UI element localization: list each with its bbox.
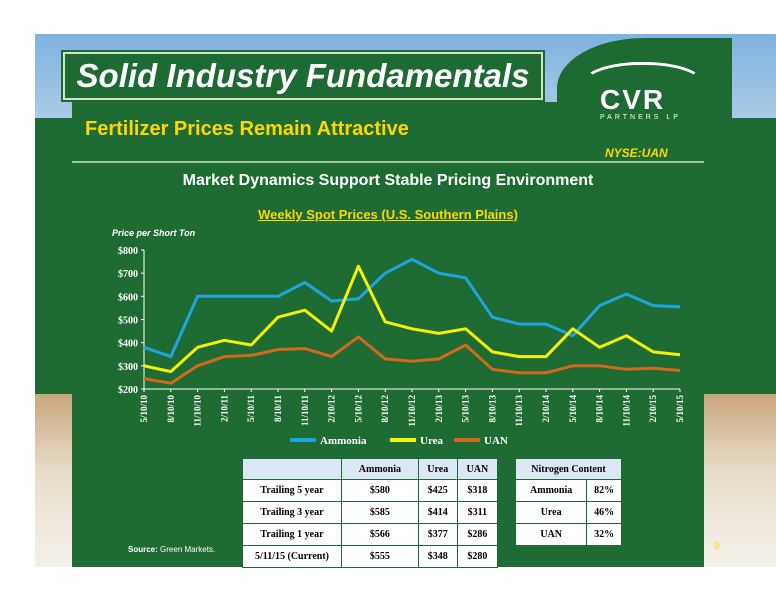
- table-cell: 32%: [586, 523, 622, 546]
- table-cell: 46%: [586, 501, 622, 524]
- table-cell: $555: [341, 545, 419, 568]
- table-cell: $414: [417, 501, 458, 524]
- section-heading: Market Dynamics Support Stable Pricing E…: [182, 172, 594, 189]
- price-table-header-blank: [242, 458, 342, 480]
- series-line-urea: [143, 264, 681, 374]
- x-tick-label: 11/10/12: [407, 395, 417, 427]
- y-tick-label: $800: [118, 246, 138, 257]
- price-table-header-urea: Urea: [417, 458, 458, 480]
- table-row: 5/11/15 (Current) $555 $348 $280: [242, 545, 499, 568]
- row-label: Urea: [514, 501, 588, 524]
- table-row: Trailing 1 year $566 $377 $286: [242, 523, 499, 546]
- x-tick-label: 5/10/15: [675, 395, 685, 423]
- table-row: Trailing 3 year $585 $414 $311: [242, 501, 499, 524]
- x-tick-label: 5/10/13: [461, 395, 471, 423]
- table-cell: $425: [417, 479, 458, 502]
- x-tick-label: 5/10/12: [353, 395, 363, 423]
- logo-arc-icon: [580, 62, 706, 116]
- x-tick-label: 5/10/11: [246, 395, 256, 423]
- legend-label-urea: Urea: [420, 435, 444, 447]
- x-tick-label: 8/10/12: [380, 395, 390, 423]
- y-tick-label: $300: [118, 362, 138, 373]
- x-tick-label: 11/10/14: [621, 395, 631, 427]
- y-tick-label: $700: [118, 269, 138, 280]
- y-tick-label: $200: [118, 385, 138, 396]
- x-tick-label: 5/10/14: [568, 395, 578, 423]
- chart-title: Weekly Spot Prices (U.S. Southern Plains…: [258, 207, 518, 222]
- source-note: Source: Green Markets.: [128, 545, 215, 554]
- series-line-uan: [143, 335, 681, 385]
- x-tick-label: 2/10/14: [541, 395, 551, 423]
- price-chart: $200 $300 $400 $500 $600 $700 $800 5/10/10 8/10/…: [118, 246, 685, 447]
- row-label: Trailing 1 year: [242, 523, 342, 546]
- table-cell: $318: [456, 479, 499, 502]
- x-tick-label: 2/10/11: [219, 395, 229, 423]
- table-cell: $286: [456, 523, 499, 546]
- row-label: 5/11/15 (Current): [242, 545, 342, 568]
- legend-label-ammonia: Ammonia: [320, 435, 367, 447]
- table-row: Ammonia 82%: [514, 479, 622, 502]
- table-row: UAN 32%: [514, 523, 622, 546]
- table-row: Urea 46%: [514, 501, 622, 524]
- table-cell: $311: [456, 501, 499, 524]
- nitrogen-table: Nitrogen Content Ammonia 82% Urea 46% UA…: [514, 458, 622, 546]
- table-cell: $280: [456, 545, 499, 568]
- y-axis-label: Price per Short Ton: [112, 228, 196, 238]
- row-label: Trailing 3 year: [242, 501, 342, 524]
- x-tick-label: 2/10/15: [648, 395, 658, 423]
- price-table-header-ammonia: Ammonia: [341, 458, 419, 480]
- table-cell: $566: [341, 523, 419, 546]
- x-tick-label: 11/10/13: [514, 395, 524, 427]
- title-box: Solid Industry Fundamentals: [63, 52, 543, 100]
- page-number: 9: [714, 541, 720, 552]
- row-label: Trailing 5 year: [242, 479, 342, 502]
- y-tick-label: $400: [118, 339, 138, 350]
- row-label: Ammonia: [514, 479, 588, 502]
- table-cell: $580: [341, 479, 419, 502]
- x-tick-label: 8/10/14: [595, 395, 605, 423]
- x-tick-label: 5/10/10: [139, 395, 149, 423]
- nitrogen-table-header: Nitrogen Content: [515, 458, 622, 480]
- price-table-header-uan: UAN: [456, 458, 499, 480]
- series-line-ammonia: [143, 257, 681, 359]
- x-tick-label: 2/10/12: [327, 395, 337, 423]
- x-tick-label: 11/10/10: [193, 395, 203, 427]
- x-tick-label: 2/10/13: [434, 395, 444, 423]
- table-cell: 82%: [586, 479, 622, 502]
- divider: [72, 161, 704, 163]
- x-tick-label: 8/10/10: [166, 395, 176, 423]
- table-cell: $348: [417, 545, 458, 568]
- price-table: Ammonia Urea UAN Trailing 5 year $580 $4…: [242, 458, 499, 568]
- table-cell: $377: [417, 523, 458, 546]
- x-tick-label: 11/10/11: [300, 395, 310, 427]
- source-text: Green Markets.: [160, 545, 216, 554]
- table-cell: $585: [341, 501, 419, 524]
- row-label: UAN: [514, 523, 588, 546]
- company-logo-subtext: PARTNERS LP: [600, 114, 681, 121]
- source-label: Source:: [128, 545, 158, 554]
- x-tick-label: 8/10/11: [273, 395, 283, 423]
- ticker-label: NYSE:UAN: [605, 146, 668, 160]
- table-row: Trailing 5 year $580 $425 $318: [242, 479, 499, 502]
- slide-title: Solid Industry Fundamentals: [76, 57, 530, 94]
- slide-subtitle: Fertilizer Prices Remain Attractive: [85, 118, 409, 140]
- y-tick-label: $600: [118, 292, 138, 303]
- y-tick-label: $500: [118, 316, 138, 327]
- company-logo: CVR: [600, 84, 666, 115]
- x-tick-label: 8/10/13: [487, 395, 497, 423]
- legend-label-uan: UAN: [484, 435, 508, 447]
